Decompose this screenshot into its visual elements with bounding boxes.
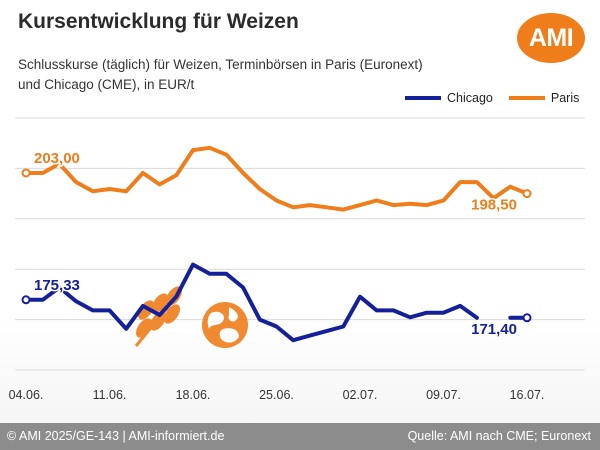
- legend-item-chicago: Chicago: [405, 91, 493, 105]
- point-marker-chicago: [21, 295, 31, 305]
- legend-swatch-chicago: [405, 96, 441, 100]
- series-lines: [21, 145, 532, 343]
- subtitle-line-1: Schlusskurse (täglich) für Weizen, Termi…: [18, 57, 423, 72]
- ami-logo: AMI: [517, 13, 585, 63]
- watermark-icons: [134, 286, 248, 348]
- data-labels: 175,33 171,40 203,00 198,50: [33, 148, 519, 339]
- chart-subtitle: Schlusskurse (täglich) für Weizen, Termi…: [18, 55, 478, 95]
- data-label-chicago: 171,40: [471, 321, 517, 338]
- gridlines: [15, 117, 585, 371]
- x-tick-label: 09.07.: [426, 388, 461, 402]
- point-marker-paris: [21, 168, 31, 178]
- legend-label-paris: Paris: [550, 91, 580, 105]
- globe-icon: [202, 302, 248, 348]
- series-line-chicago: [24, 262, 529, 343]
- data-label-paris: 203,00: [34, 150, 80, 167]
- x-tick-label: 18.06.: [176, 388, 211, 402]
- series-line-paris: [24, 145, 529, 212]
- legend-label-chicago: Chicago: [447, 91, 493, 105]
- data-label-paris: 198,50: [471, 197, 517, 214]
- chart-title: Kursentwicklung für Weizen: [18, 10, 299, 33]
- subtitle-line-2: und Chicago (CME), in EUR/t: [18, 77, 195, 92]
- point-marker-chicago: [522, 313, 532, 323]
- x-tick-label: 25.06.: [259, 388, 294, 402]
- chart-legend: Chicago Paris: [405, 91, 595, 105]
- x-tick-label: 02.07.: [343, 388, 378, 402]
- legend-item-paris: Paris: [508, 91, 580, 105]
- x-axis-ticks: 04.06. 11.06. 18.06. 25.06. 02.07. 09.07. 16.0…: [9, 388, 545, 402]
- footer-source: Quelle: AMI nach CME; Euronext: [407, 429, 591, 443]
- footer-copyright: © AMI 2025/GE-143 | AMI-informiert.de: [7, 429, 225, 443]
- point-marker-paris: [522, 189, 532, 199]
- legend-swatch-paris: [508, 96, 545, 100]
- line-chart: 04.06. 11.06. 18.06. 25.06. 02.07. 09.07. 16.0…: [9, 117, 585, 402]
- x-tick-label: 04.06.: [9, 388, 44, 402]
- data-label-chicago: 175,33: [34, 277, 80, 294]
- x-tick-label: 11.06.: [93, 388, 127, 402]
- wheat-icon: [134, 286, 182, 347]
- x-tick-label: 16.07.: [510, 388, 545, 402]
- footer-bar: © AMI 2025/GE-143 | AMI-informiert.de Qu…: [0, 423, 600, 450]
